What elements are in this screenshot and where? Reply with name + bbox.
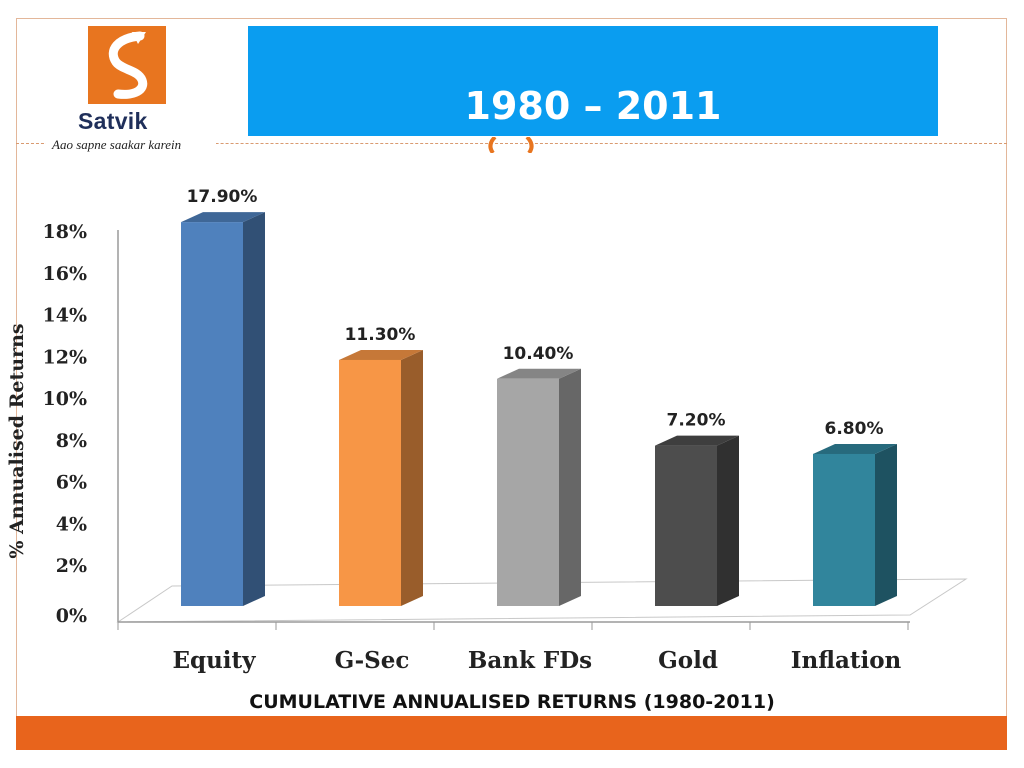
- decorative-bracket-icon: [488, 137, 534, 153]
- y-tick-label: 4%: [56, 513, 87, 535]
- bar-front: [339, 359, 401, 606]
- bar-data-label: 6.80%: [825, 419, 884, 439]
- y-tick-label: 0%: [56, 605, 87, 627]
- y-tick-label: 18%: [43, 221, 88, 243]
- bar-side: [875, 443, 897, 606]
- chart-caption: CUMULATIVE ANNUALISED RETURNS (1980-2011…: [249, 691, 775, 713]
- y-axis-title: % Annualised Returns: [6, 323, 28, 558]
- bar-side: [401, 349, 423, 606]
- x-tick-label: Gold: [658, 647, 718, 674]
- logo-tagline: Aao sapne saakar karein: [52, 137, 182, 152]
- bar-side: [243, 212, 265, 607]
- slide-frame-left: [16, 18, 17, 748]
- logo-name: Satvik: [78, 108, 148, 134]
- bar-data-label: 7.20%: [667, 411, 726, 431]
- bar-side: [559, 368, 581, 606]
- x-tick-label: Inflation: [791, 647, 902, 674]
- bar-inflation: 6.80%: [813, 419, 897, 606]
- y-tick-label: 10%: [43, 388, 88, 410]
- bar-bank-fds: 10.40%: [497, 344, 581, 606]
- bar-side: [717, 435, 739, 606]
- title-banner: 1980 – 2011: [248, 26, 938, 136]
- x-tick-label: Bank FDs: [468, 647, 592, 674]
- bar-top: [813, 443, 897, 454]
- y-tick-label: 2%: [56, 555, 87, 577]
- bar-top: [497, 368, 581, 379]
- y-tick-label: 16%: [43, 263, 88, 285]
- bar-data-label: 17.90%: [187, 187, 258, 207]
- x-tick-label: Equity: [172, 647, 256, 674]
- x-tick-label: G-Sec: [335, 647, 410, 674]
- chart-bars: 17.90% 11.30% 10.40% 7.20% 6.80%: [181, 187, 897, 607]
- footer-bar: [16, 716, 1007, 750]
- bar-gold: 7.20%: [655, 411, 739, 606]
- bar-front: [181, 222, 243, 607]
- bar-data-label: 11.30%: [345, 325, 416, 345]
- page-title: 1980 – 2011: [464, 84, 722, 128]
- bar-front: [813, 453, 875, 606]
- bar-front: [497, 378, 559, 606]
- slide-frame-right: [1006, 18, 1007, 748]
- y-tick-label: 8%: [56, 430, 87, 452]
- bar-data-label: 10.40%: [503, 344, 574, 364]
- satvik-logo-mark-icon: [88, 26, 166, 104]
- y-tick-label: 14%: [43, 305, 88, 327]
- bar-top: [339, 349, 423, 360]
- slide-frame-top: [16, 18, 1007, 19]
- bar-equity: 17.90%: [181, 187, 265, 607]
- y-tick-label: 12%: [43, 346, 88, 368]
- bar-front: [655, 445, 717, 606]
- satvik-logo: Satvik Aao sapne saakar karein: [46, 24, 216, 156]
- chart-axes: 0% 2% 4% 6% 8% 10% 12% 14% 16% 18% Equity G-Sec Bank…: [43, 221, 968, 674]
- y-tick-label: 6%: [56, 472, 87, 494]
- bar-top: [655, 435, 739, 446]
- bar-top: [181, 212, 265, 223]
- bar-g-sec: 11.30%: [339, 325, 423, 606]
- header-divider: [16, 143, 1007, 144]
